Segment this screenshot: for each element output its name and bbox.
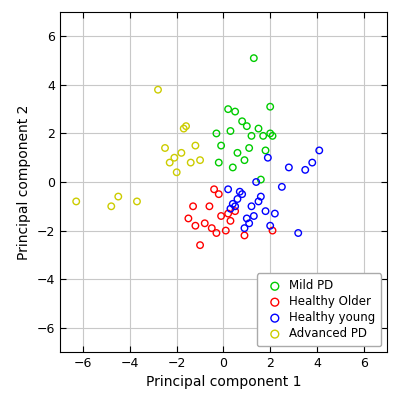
Advanced PD: [180, 125, 187, 132]
Healthy young: [225, 186, 231, 192]
Mild PD: [227, 128, 234, 134]
Mild PD: [246, 145, 252, 151]
Healthy Older: [218, 213, 224, 219]
Mild PD: [218, 142, 224, 149]
Mild PD: [262, 147, 269, 154]
Healthy Older: [241, 232, 248, 239]
Mild PD: [234, 150, 241, 156]
X-axis label: Principal component 1: Principal component 1: [146, 376, 301, 390]
Legend: Mild PD, Healthy Older, Healthy young, Advanced PD: Mild PD, Healthy Older, Healthy young, A…: [257, 274, 381, 346]
Mild PD: [260, 133, 267, 139]
Advanced PD: [183, 123, 189, 129]
Healthy young: [251, 213, 257, 219]
Healthy young: [286, 164, 292, 171]
Healthy Older: [223, 227, 229, 234]
Advanced PD: [192, 142, 199, 149]
Mild PD: [258, 176, 264, 183]
Mild PD: [269, 133, 276, 139]
Mild PD: [267, 130, 273, 137]
Healthy young: [295, 230, 301, 236]
Mild PD: [229, 164, 236, 171]
Healthy young: [272, 210, 278, 217]
Healthy young: [309, 159, 316, 166]
Healthy young: [246, 220, 252, 226]
Healthy young: [241, 225, 248, 231]
Mild PD: [248, 133, 255, 139]
Healthy young: [227, 206, 234, 212]
Healthy Older: [201, 220, 208, 226]
Advanced PD: [134, 198, 140, 205]
Healthy Older: [227, 218, 234, 224]
Mild PD: [255, 125, 262, 132]
Advanced PD: [155, 86, 161, 93]
Healthy Older: [232, 208, 238, 214]
Advanced PD: [115, 193, 121, 200]
Mild PD: [239, 118, 245, 124]
Advanced PD: [174, 169, 180, 176]
Healthy young: [267, 222, 273, 229]
Healthy young: [239, 191, 245, 197]
Mild PD: [267, 104, 273, 110]
Healthy young: [258, 193, 264, 200]
Mild PD: [213, 130, 219, 137]
Healthy Older: [190, 203, 196, 210]
Healthy young: [237, 188, 243, 195]
Mild PD: [225, 106, 231, 112]
Healthy young: [234, 196, 241, 202]
Healthy Older: [215, 191, 222, 197]
Healthy young: [302, 167, 308, 173]
Advanced PD: [73, 198, 79, 205]
Healthy Older: [209, 225, 215, 231]
Advanced PD: [178, 150, 185, 156]
Healthy Older: [225, 210, 231, 217]
Mild PD: [215, 159, 222, 166]
Mild PD: [244, 123, 250, 129]
Healthy young: [265, 154, 271, 161]
Healthy Older: [197, 242, 203, 248]
Healthy young: [262, 208, 269, 214]
Healthy young: [255, 198, 262, 205]
Y-axis label: Principal component 2: Principal component 2: [17, 104, 31, 260]
Healthy young: [248, 203, 255, 210]
Healthy young: [232, 203, 238, 210]
Advanced PD: [108, 203, 115, 210]
Healthy Older: [192, 222, 199, 229]
Advanced PD: [188, 159, 194, 166]
Mild PD: [232, 108, 238, 115]
Advanced PD: [197, 157, 203, 163]
Healthy Older: [269, 227, 276, 234]
Healthy Older: [206, 203, 213, 210]
Advanced PD: [162, 145, 168, 151]
Healthy Older: [185, 215, 192, 222]
Mild PD: [251, 55, 257, 61]
Advanced PD: [171, 154, 178, 161]
Healthy Older: [213, 230, 219, 236]
Healthy young: [279, 184, 285, 190]
Healthy Older: [211, 186, 217, 192]
Healthy young: [244, 215, 250, 222]
Healthy young: [316, 147, 322, 154]
Healthy young: [229, 201, 236, 207]
Advanced PD: [166, 159, 173, 166]
Healthy young: [253, 179, 259, 185]
Mild PD: [241, 157, 248, 163]
